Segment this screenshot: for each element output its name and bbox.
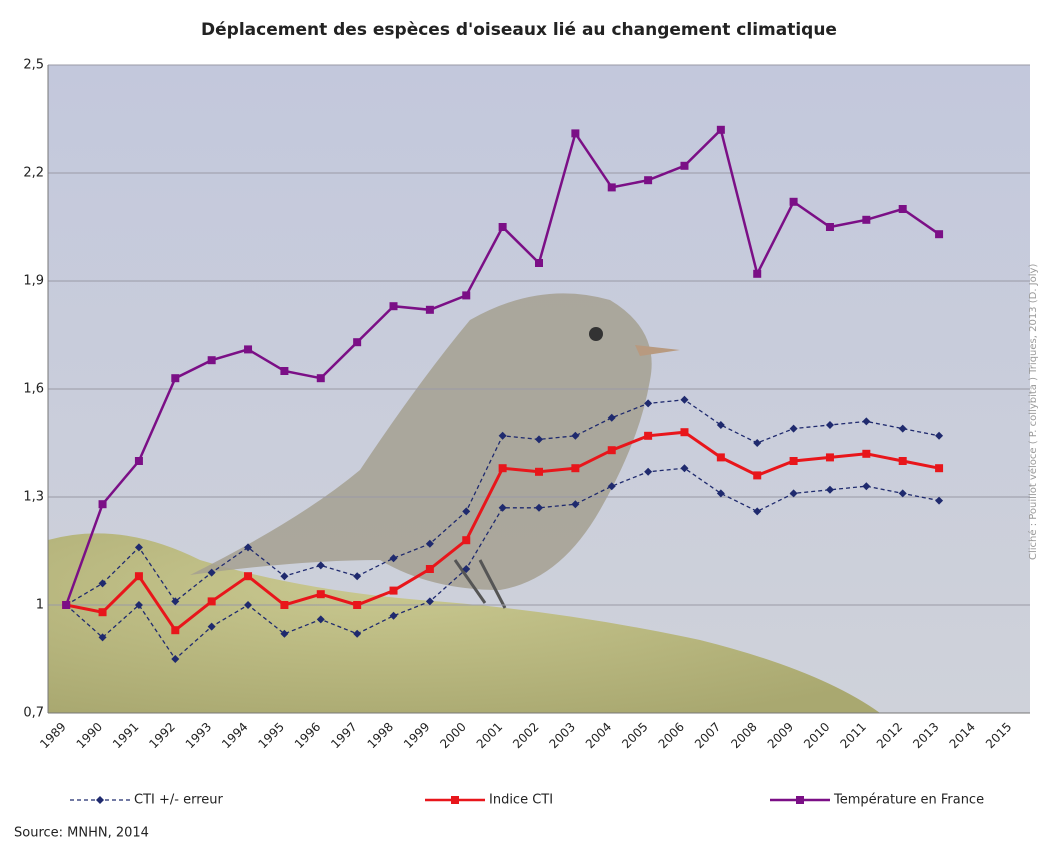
- x-tick-label: 2014: [947, 720, 978, 751]
- x-tick-label: 1999: [401, 720, 432, 751]
- marker: [790, 457, 798, 465]
- marker: [426, 565, 434, 573]
- marker: [899, 457, 907, 465]
- marker: [62, 601, 70, 609]
- x-tick-label: 1997: [328, 720, 359, 751]
- marker: [717, 126, 725, 134]
- y-tick-label: 1: [36, 598, 44, 613]
- marker: [571, 129, 579, 137]
- marker: [208, 597, 216, 605]
- marker: [171, 626, 179, 634]
- x-tick-label: 2005: [619, 720, 650, 751]
- x-tick-label: 1996: [292, 720, 323, 751]
- legend-label: Température en France: [833, 793, 984, 808]
- marker: [935, 230, 943, 238]
- marker: [462, 291, 470, 299]
- x-tick-label: 1989: [37, 720, 68, 751]
- marker: [753, 270, 761, 278]
- marker: [644, 176, 652, 184]
- marker: [826, 223, 834, 231]
- y-tick-label: 1,9: [23, 274, 44, 289]
- marker: [390, 587, 398, 595]
- x-tick-label: 1991: [110, 720, 141, 751]
- legend-marker: [96, 796, 104, 804]
- marker: [644, 432, 652, 440]
- x-tick-label: 2003: [546, 720, 577, 751]
- marker: [680, 428, 688, 436]
- chart: Déplacement des espèces d'oiseaux lié au…: [0, 0, 1039, 846]
- marker: [499, 464, 507, 472]
- marker: [390, 302, 398, 310]
- y-tick-label: 2,5: [23, 58, 44, 73]
- marker: [353, 338, 361, 346]
- marker: [99, 500, 107, 508]
- x-tick-label: 2002: [510, 720, 541, 751]
- x-tick-label: 2015: [983, 720, 1014, 751]
- legend-label: Indice CTI: [489, 793, 553, 808]
- x-tick-label: 2004: [583, 720, 614, 751]
- x-tick-label: 2011: [837, 720, 868, 751]
- x-tick-label: 2010: [801, 720, 832, 751]
- x-tick-label: 2007: [692, 720, 723, 751]
- marker: [280, 367, 288, 375]
- x-tick-label: 1994: [219, 720, 250, 751]
- y-tick-label: 1,3: [23, 490, 44, 505]
- source: Source: MNHN, 2014: [14, 826, 149, 841]
- chart-title: Déplacement des espèces d'oiseaux lié au…: [201, 20, 837, 40]
- marker: [535, 468, 543, 476]
- marker: [426, 306, 434, 314]
- marker: [935, 464, 943, 472]
- photo-credit: Cliché : Pouillot véloce ( P. collybita …: [1027, 264, 1039, 560]
- marker: [244, 345, 252, 353]
- x-tick-label: 2009: [765, 720, 796, 751]
- marker: [862, 216, 870, 224]
- marker: [135, 457, 143, 465]
- marker: [317, 374, 325, 382]
- y-tick-label: 0,7: [23, 706, 44, 721]
- legend-marker: [451, 796, 459, 804]
- marker: [535, 259, 543, 267]
- marker: [244, 572, 252, 580]
- x-tick-label: 1990: [74, 720, 105, 751]
- marker: [899, 205, 907, 213]
- x-tick-label: 2001: [474, 720, 505, 751]
- marker: [608, 183, 616, 191]
- marker: [717, 453, 725, 461]
- marker: [208, 356, 216, 364]
- marker: [135, 572, 143, 580]
- marker: [462, 536, 470, 544]
- marker: [571, 464, 579, 472]
- marker: [680, 162, 688, 170]
- y-tick-label: 1,6: [23, 382, 44, 397]
- marker: [171, 374, 179, 382]
- marker: [280, 601, 288, 609]
- marker: [753, 471, 761, 479]
- x-tick-label: 1998: [365, 720, 396, 751]
- marker: [99, 608, 107, 616]
- marker: [826, 453, 834, 461]
- marker: [862, 450, 870, 458]
- x-tick-label: 2008: [728, 720, 759, 751]
- legend-marker: [796, 796, 804, 804]
- marker: [317, 590, 325, 598]
- x-tick-label: 2000: [437, 720, 468, 751]
- x-tick-label: 2006: [656, 720, 687, 751]
- x-tick-label: 2012: [874, 720, 905, 751]
- marker: [353, 601, 361, 609]
- x-tick-label: 1995: [256, 720, 287, 751]
- y-tick-label: 2,2: [23, 166, 44, 181]
- x-tick-label: 1992: [146, 720, 177, 751]
- x-tick-label: 1993: [183, 720, 214, 751]
- marker: [499, 223, 507, 231]
- x-tick-label: 2013: [910, 720, 941, 751]
- legend: CTI +/- erreur Indice CTI Température en F…: [70, 793, 984, 808]
- marker: [608, 446, 616, 454]
- marker: [790, 198, 798, 206]
- legend-label: CTI +/- erreur: [134, 793, 223, 808]
